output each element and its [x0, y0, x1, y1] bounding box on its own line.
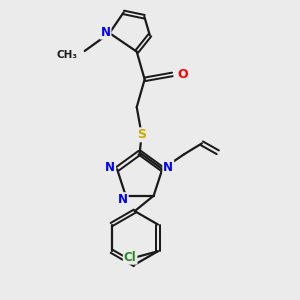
- Text: Cl: Cl: [124, 251, 136, 264]
- Text: O: O: [177, 68, 188, 81]
- Text: S: S: [137, 128, 146, 141]
- Text: N: N: [105, 160, 115, 174]
- Text: CH₃: CH₃: [57, 50, 78, 60]
- Text: N: N: [100, 26, 110, 39]
- Text: N: N: [118, 193, 128, 206]
- Text: N: N: [163, 160, 173, 174]
